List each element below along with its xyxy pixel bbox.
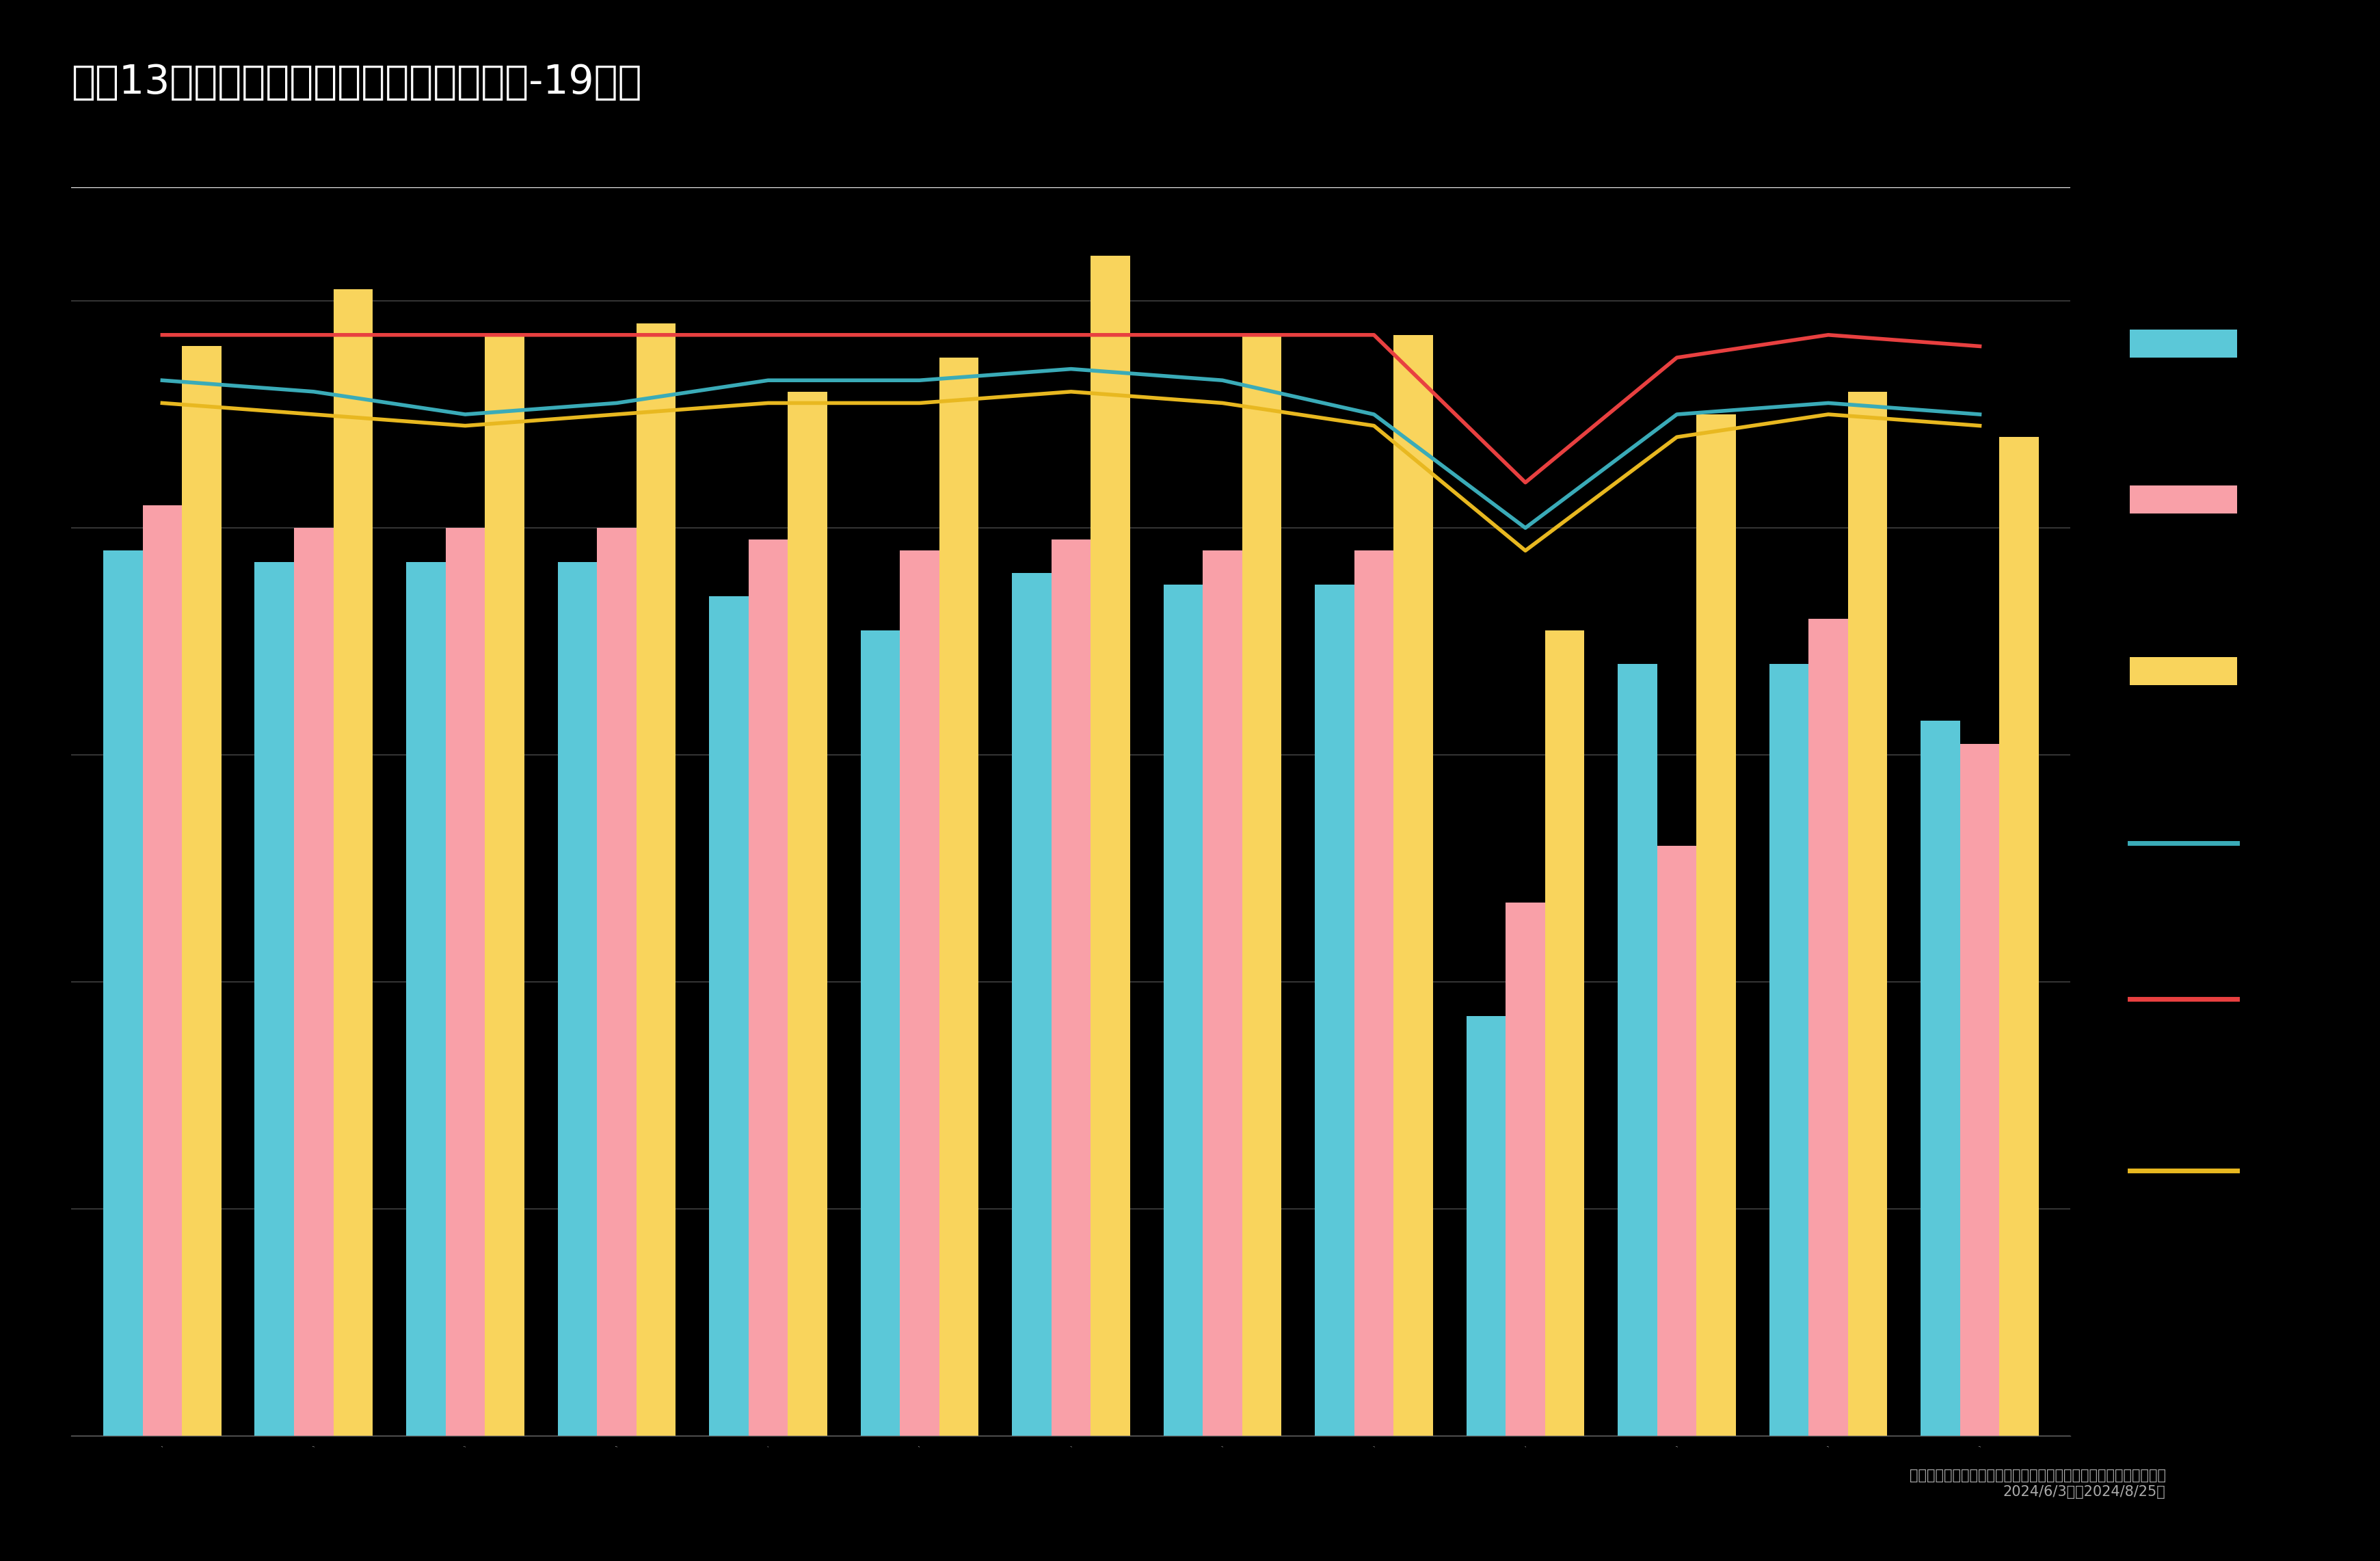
Bar <box>1395 336 1433 1436</box>
Bar <box>635 323 676 1436</box>
Bar <box>1847 392 1887 1436</box>
Bar <box>1921 721 1961 1436</box>
Bar <box>1768 663 1809 1436</box>
Bar <box>1618 663 1656 1436</box>
Text: 直近13週の人口推移　ビジネス街　平日‐19時台: 直近13週の人口推移 ビジネス街 平日‐19時台 <box>71 62 643 101</box>
Bar <box>900 551 940 1436</box>
Bar <box>1656 846 1697 1436</box>
Bar <box>1012 573 1052 1436</box>
Text: データ：モバイル空間統計・国内人口分布統計（リアルタイム版）
2024/6/3週〜2024/8/25週: データ：モバイル空間統計・国内人口分布統計（リアルタイム版） 2024/6/3週… <box>1909 1469 2166 1499</box>
Bar <box>255 562 295 1436</box>
Bar <box>1961 743 1999 1436</box>
Bar <box>1164 585 1202 1436</box>
Bar <box>102 551 143 1436</box>
Bar <box>407 562 445 1436</box>
Bar <box>1314 585 1354 1436</box>
Bar <box>709 596 747 1436</box>
Bar <box>486 336 524 1436</box>
Bar <box>597 528 635 1436</box>
Bar <box>1090 256 1130 1436</box>
Bar <box>445 528 486 1436</box>
Bar <box>1052 539 1090 1436</box>
Bar <box>1507 902 1545 1436</box>
Bar <box>747 539 788 1436</box>
Bar <box>333 289 374 1436</box>
Bar <box>940 357 978 1436</box>
Bar <box>557 562 597 1436</box>
Bar <box>143 506 181 1436</box>
Bar <box>862 631 900 1436</box>
Bar <box>788 392 828 1436</box>
Bar <box>1202 551 1242 1436</box>
Bar <box>1545 631 1585 1436</box>
Bar <box>1809 618 1847 1436</box>
Bar <box>1466 1016 1507 1436</box>
Bar <box>1697 414 1735 1436</box>
Bar <box>1242 336 1280 1436</box>
Bar <box>295 528 333 1436</box>
Bar <box>1354 551 1395 1436</box>
Bar <box>181 347 221 1436</box>
Bar <box>1999 437 2040 1436</box>
